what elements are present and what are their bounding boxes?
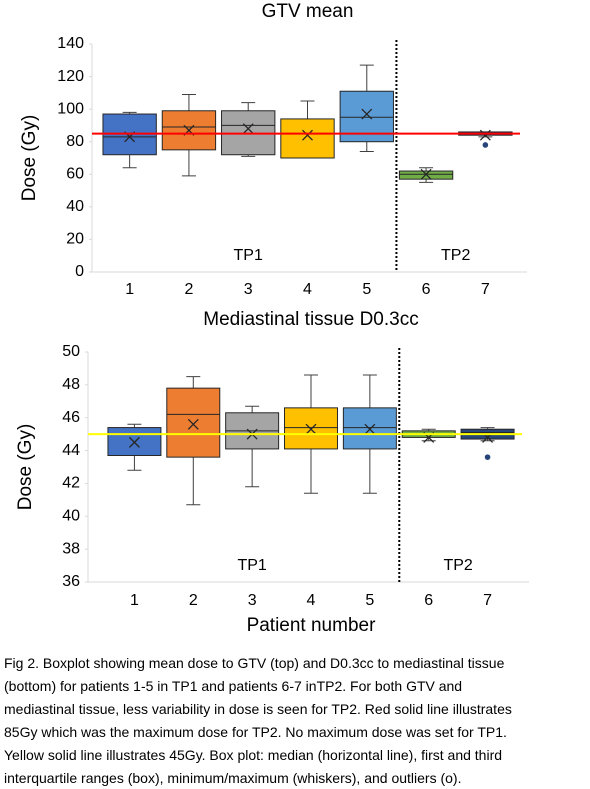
y-tick-label: 20 — [66, 231, 84, 248]
caption-line: 85Gy which was the maximum dose for TP2.… — [4, 724, 507, 740]
x-tick-label: 5 — [362, 281, 371, 298]
y-tick-label: 0 — [75, 263, 84, 280]
whisker-max — [245, 405, 260, 413]
x-tick-label: 5 — [365, 592, 374, 609]
y-tick-label: 44 — [62, 442, 80, 459]
y-tick-label: 36 — [62, 573, 80, 590]
box — [280, 118, 335, 159]
whisker-min — [419, 179, 434, 183]
y-tick-label: 42 — [62, 475, 80, 492]
whisker-max — [181, 93, 196, 111]
y-axis-label: Dose (Gy) — [15, 424, 36, 511]
x-tick-label: 1 — [125, 281, 134, 298]
whisker-max — [362, 374, 377, 408]
x-tick-label: 6 — [424, 592, 433, 609]
x-tick-label: 1 — [130, 592, 139, 609]
y-tick-label: 40 — [66, 198, 84, 215]
whisker-min — [181, 149, 196, 177]
whisker-max — [241, 102, 256, 111]
x-tick-label: 4 — [307, 592, 316, 609]
whisker-min — [122, 154, 137, 169]
whisker-min — [359, 141, 374, 152]
x-tick-label: 4 — [303, 281, 312, 298]
chart-title: Mediastinal tissue D0.3cc — [203, 309, 418, 330]
y-tick-label: 48 — [62, 376, 80, 393]
box — [342, 407, 397, 450]
whisker-min — [186, 457, 201, 506]
y-axis-label: Dose (Gy) — [19, 115, 40, 202]
whisker-max — [300, 100, 315, 119]
x-tick-label: 3 — [248, 592, 257, 609]
whisker-max — [359, 64, 374, 92]
whisker-min — [304, 448, 318, 494]
whisker-min — [127, 455, 142, 471]
chart-title: GTV mean — [262, 1, 354, 22]
mean-marker — [305, 423, 317, 435]
y-tick-label: 60 — [66, 166, 84, 183]
whisker-max — [304, 374, 318, 408]
outlier — [482, 142, 489, 148]
mean-marker — [361, 108, 373, 120]
y-tick-label: 80 — [66, 133, 84, 150]
group-label: TP1 — [234, 247, 263, 264]
x-axis-label: Patient number — [247, 615, 377, 636]
y-tick-label: 120 — [57, 68, 84, 85]
y-tick-label: 140 — [57, 35, 84, 52]
y-tick-label: 100 — [57, 100, 84, 117]
mean-marker — [302, 129, 313, 141]
caption-line: Fig 2. Boxplot showing mean dose to GTV … — [4, 655, 505, 671]
y-tick-label: 50 — [62, 343, 80, 360]
x-tick-label: 3 — [244, 281, 253, 298]
x-tick-label: 7 — [483, 592, 492, 609]
x-tick-label: 7 — [481, 281, 490, 298]
mean-marker — [479, 129, 491, 141]
caption-line: Yellow solid line illustrates 45Gy. Box … — [4, 747, 502, 763]
whisker-min — [245, 448, 260, 488]
caption-line: mediastinal tissue, less variability in … — [4, 701, 512, 717]
whisker-max — [127, 423, 142, 428]
x-tick-label: 2 — [189, 592, 198, 609]
mean-marker — [187, 418, 199, 430]
group-label: TP2 — [443, 557, 472, 574]
mean-marker — [242, 123, 254, 135]
y-tick-label: 46 — [62, 409, 80, 426]
mean-marker — [420, 168, 432, 180]
y-tick-label: 38 — [62, 540, 80, 557]
caption-line: interquartile ranges (box), minimum/maxi… — [4, 770, 461, 786]
whisker-max — [186, 376, 201, 389]
box — [166, 387, 221, 458]
whisker-max — [419, 167, 434, 172]
x-tick-label: 6 — [422, 281, 431, 298]
group-label: TP1 — [237, 557, 266, 574]
outlier — [484, 454, 491, 460]
x-tick-label: 2 — [184, 281, 193, 298]
group-label: TP2 — [441, 247, 470, 264]
mean-marker — [128, 436, 140, 448]
y-tick-label: 40 — [62, 508, 80, 525]
caption-line: (bottom) for patients 1-5 in TP1 and pat… — [4, 678, 462, 694]
mean-marker — [364, 423, 376, 435]
whisker-min — [362, 448, 377, 494]
